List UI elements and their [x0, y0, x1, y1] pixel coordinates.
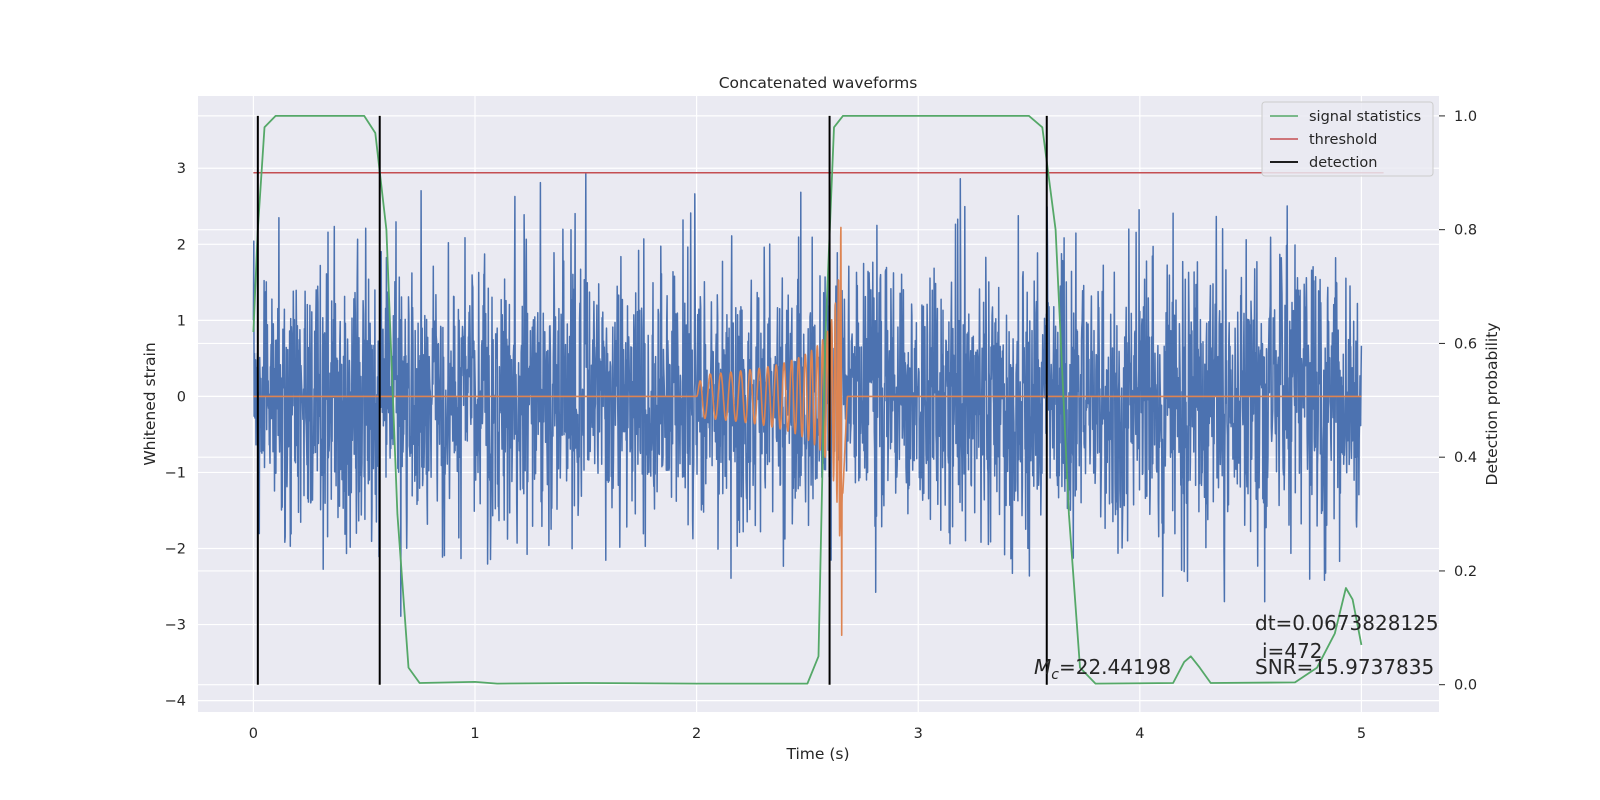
y-right-tick-label: 0.2: [1454, 564, 1477, 580]
x-tick-label: 0: [249, 726, 258, 742]
y-axis-label-left: Whitened strain: [141, 342, 159, 465]
series-template-waveform: [252, 226, 1362, 636]
y-left-tick-label: −4: [165, 694, 186, 710]
mc-subscript: c: [1051, 667, 1059, 683]
y-right-tick-label: 0.6: [1454, 336, 1477, 352]
series-layer: [252, 115, 1384, 685]
y-axis-label-right: Detection probability: [1483, 323, 1501, 486]
x-tick-label: 2: [692, 726, 701, 742]
y-right-tick-label: 0.8: [1454, 223, 1477, 239]
legend-box: [1261, 101, 1434, 177]
y-right-tick-label: 0.0: [1454, 678, 1477, 694]
mc-symbol: M: [1034, 655, 1051, 679]
x-tick-label: 1: [470, 726, 479, 742]
series-signal-statistics: [252, 115, 1363, 685]
x-axis-label: Time (s): [785, 745, 849, 763]
x-tick-label: 4: [1135, 726, 1144, 742]
i-annotation: i=472: [1262, 639, 1323, 663]
y-left-tick-label: 1: [177, 313, 186, 329]
y-left-tick-label: −1: [165, 465, 186, 481]
y-left-tick-label: −3: [165, 618, 186, 634]
y-right-tick-label: 0.4: [1454, 450, 1477, 466]
y-left-tick-label: 3: [177, 161, 186, 177]
x-tick-label: 3: [914, 726, 923, 742]
legend-label-detection: detection: [1309, 155, 1377, 171]
legend-label-signal: signal statistics: [1309, 109, 1421, 125]
ticks: 0 1 2 3 4 5 −4 −3 −2 −1 0 1 2 3 0.0 0.2 0.4 0.6 0.8 1.0: [165, 109, 1477, 742]
x-tick-label: 5: [1357, 726, 1366, 742]
y-right-tick-label: 1.0: [1454, 109, 1477, 125]
y-left-tick-label: −2: [165, 541, 186, 557]
mc-value: =22.44198: [1059, 655, 1171, 679]
mc-annotation: Mc=22.44198: [1034, 655, 1171, 683]
y-left-tick-label: 2: [177, 237, 186, 253]
y-left-tick-label: 0: [177, 389, 186, 405]
snr-annotation: SNR=15.9737835: [1255, 655, 1434, 679]
chart-title: Concatenated waveforms: [719, 74, 918, 92]
legend-label-threshold: threshold: [1309, 132, 1377, 148]
dt-annotation: dt=0.0673828125: [1255, 611, 1439, 635]
legend: signal statistics threshold detection: [1261, 101, 1434, 177]
